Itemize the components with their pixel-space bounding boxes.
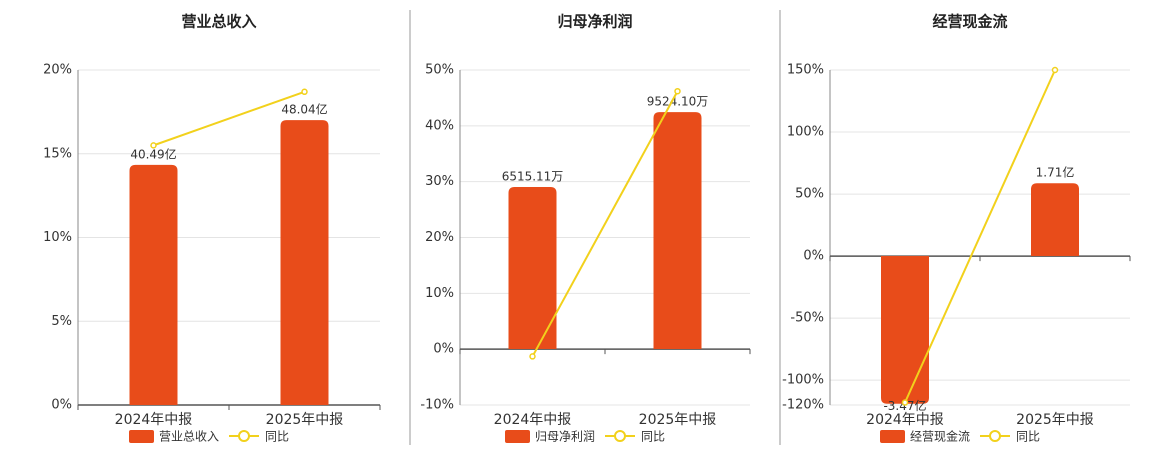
y-tick-label: 50% [425, 63, 454, 78]
x-tick-label: 2024年中报 [494, 412, 572, 428]
bar [508, 187, 557, 350]
y-tick-label: 15% [43, 146, 72, 161]
value-label: 1.71亿 [1036, 165, 1075, 180]
x-tick-label: 2025年中报 [266, 412, 344, 428]
y-tick-label: 0% [803, 249, 824, 264]
y-tick-label: -10% [420, 398, 454, 413]
y-tick-label: -120% [782, 398, 824, 413]
y-tick-label: 10% [425, 286, 454, 301]
legend-label: 同比 [1016, 430, 1040, 444]
value-label: 9524.10万 [647, 95, 709, 109]
legend-swatch [129, 430, 154, 443]
legend-swatch [505, 430, 530, 443]
y-tick-label: 30% [425, 174, 454, 189]
x-tick-label: 2024年中报 [866, 412, 944, 428]
bar [881, 256, 929, 404]
y-tick-label: 0% [51, 398, 72, 413]
legend-marker [238, 430, 250, 442]
bar [129, 164, 178, 405]
chart-title: 营业总收入 [181, 13, 256, 31]
y-tick-label: 50% [795, 187, 824, 202]
line-point [674, 87, 681, 95]
line [531, 90, 679, 357]
legend-label: 经营现金流 [910, 429, 970, 444]
line [904, 69, 1056, 403]
line-point [150, 142, 157, 149]
y-tick-label: 20% [425, 230, 454, 245]
legend-marker [989, 430, 1001, 442]
bar [280, 120, 329, 405]
y-tick-label: -100% [782, 373, 824, 388]
legend-label: 同比 [265, 430, 289, 444]
value-label: 40.49亿 [130, 146, 176, 161]
line [153, 90, 305, 147]
y-tick-label: 10% [43, 230, 72, 245]
x-tick-label: 2025年中报 [1016, 412, 1094, 428]
value-label: 48.04亿 [281, 102, 327, 117]
y-tick-label: 5% [51, 314, 72, 329]
line-point [529, 353, 536, 360]
bar [653, 112, 702, 350]
line-point [1051, 66, 1059, 74]
legend-swatch [880, 430, 905, 443]
bar [1031, 183, 1079, 257]
legend-label: 营业总收入 [159, 430, 219, 444]
x-tick-label: 2024年中报 [115, 412, 193, 428]
line-point [901, 399, 909, 406]
y-tick-label: 20% [43, 63, 72, 78]
legend-label: 同比 [641, 430, 665, 444]
value-label: 6515.11万 [502, 170, 564, 184]
line-point [301, 88, 308, 96]
y-tick-label: 100% [787, 125, 824, 140]
y-tick-label: 0% [433, 342, 454, 357]
legend-marker [614, 430, 626, 442]
y-tick-label: -50% [790, 311, 824, 326]
y-tick-label: 40% [425, 118, 454, 133]
legend-label: 归母净利润 [535, 430, 595, 444]
chart-title: 归母净利润 [557, 13, 632, 31]
x-tick-label: 2025年中报 [639, 412, 717, 428]
chart-title: 经营现金流 [932, 13, 1007, 31]
y-tick-label: 150% [787, 63, 824, 78]
